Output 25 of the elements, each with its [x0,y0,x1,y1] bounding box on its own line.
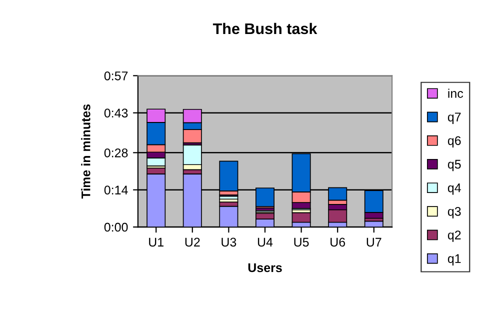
x-tick-label: U4 [258,238,273,247]
y-tick-label: 0:28 [104,148,128,158]
x-tick-label: U2 [185,238,200,247]
legend-label: inc [448,88,464,98]
legend-label: q7 [448,112,461,124]
y-axis-title: Time in minutes [81,104,90,199]
y-tick-label: 0:00 [104,222,128,232]
y-tick-label: 0:14 [104,186,128,194]
legend-label: q6 [448,136,461,148]
bar [292,212,311,223]
legend-label: q1 [448,254,461,266]
legend-label: q2 [448,230,461,242]
legend-label: q3 [448,206,461,218]
y-tick-label: 0:57 [104,71,128,80]
x-tick-label: U7 [366,238,382,247]
legend-label: q4 [448,184,461,195]
x-tick-label: U1 [149,238,164,247]
x-tick-label: U3 [222,238,236,247]
legend-label: q5 [448,160,461,172]
x-tick-label: U6 [330,238,346,247]
bar [328,209,348,223]
y-tick-label: 0:43 [104,108,128,118]
x-tick-label: U5 [294,238,309,247]
chart-title: The Bush task [212,22,318,34]
x-axis-title: Users [248,263,282,272]
